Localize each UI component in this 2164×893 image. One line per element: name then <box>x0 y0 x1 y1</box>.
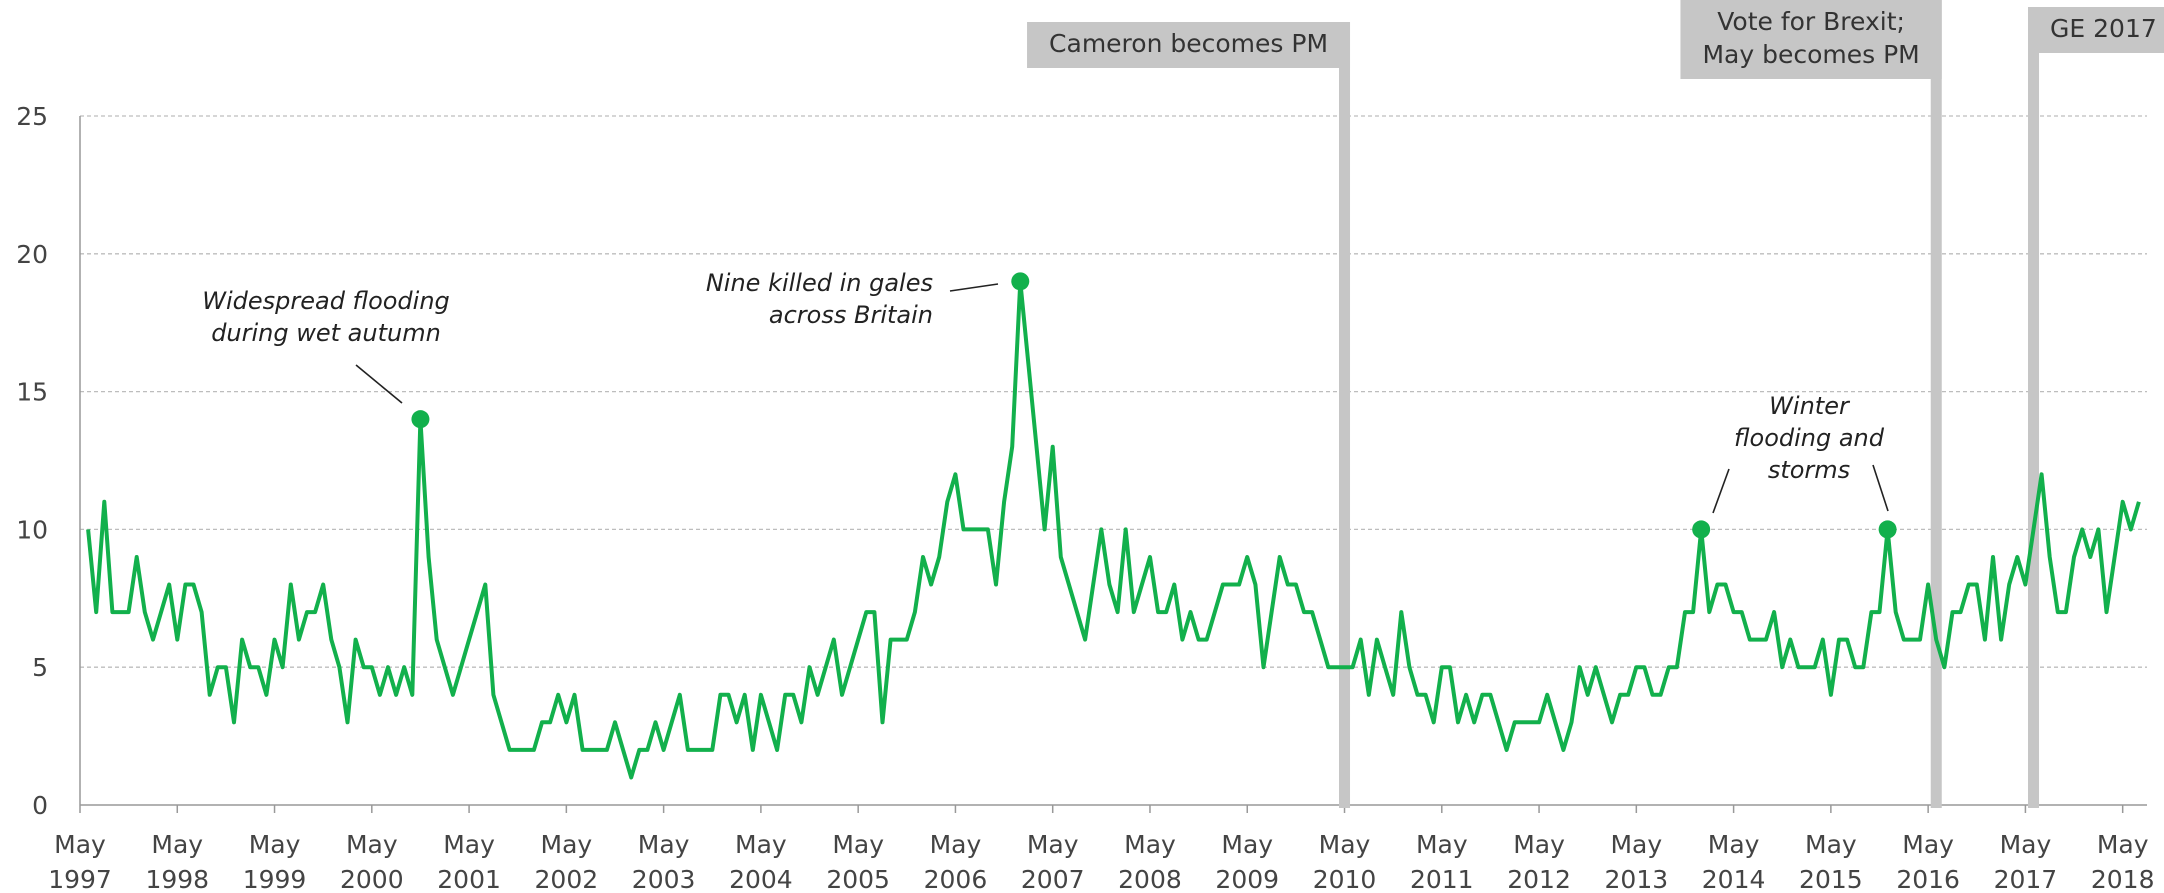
annotation-leader <box>355 364 403 404</box>
annotation-text: Winter <box>1769 392 1851 420</box>
annotation-leader <box>949 283 999 292</box>
x-tick-label: May <box>1708 830 1760 859</box>
event-box <box>1027 22 1351 68</box>
x-tick-label: 1998 <box>145 865 209 893</box>
x-tick-label: May <box>832 830 884 859</box>
x-tick-label: May <box>541 830 593 859</box>
x-tick-label: May <box>249 830 301 859</box>
event-label: Vote for Brexit; May becomes PM <box>1680 0 1942 79</box>
x-tick-label: May <box>2097 830 2149 859</box>
y-tick-label: 25 <box>16 102 48 131</box>
event-label: Cameron becomes PM <box>1027 22 1351 68</box>
x-tick-label: May <box>1027 830 1079 859</box>
x-tick-label: 1997 <box>48 865 112 893</box>
event-label: GE 2017 <box>2028 7 2164 53</box>
x-tick-label: 2002 <box>535 865 599 893</box>
x-tick-label: 2010 <box>1313 865 1377 893</box>
x-tick-label: 2001 <box>437 865 501 893</box>
event-box <box>2028 7 2164 53</box>
event-bar <box>1930 0 1942 808</box>
event-text: Vote for Brexit; <box>1717 7 1905 36</box>
x-tick-label: May <box>930 830 982 859</box>
x-tick-label: 2014 <box>1702 865 1766 893</box>
x-tick-label: 1999 <box>243 865 307 893</box>
event-text: GE 2017 <box>2050 14 2157 43</box>
x-tick-label: 2016 <box>1896 865 1960 893</box>
y-tick-label: 20 <box>16 240 48 269</box>
highlight-point <box>1692 520 1711 539</box>
y-tick-label: 10 <box>16 515 48 544</box>
x-tick-label: 2005 <box>826 865 890 893</box>
x-tick-label: 2000 <box>340 865 404 893</box>
x-tick-label: 2003 <box>632 865 696 893</box>
y-tick-label: 15 <box>16 378 48 407</box>
y-tick-label: 0 <box>32 791 48 820</box>
event-text: Cameron becomes PM <box>1049 29 1328 58</box>
annotation-leader <box>1712 468 1730 514</box>
annotation-text: Nine killed in gales <box>706 269 933 297</box>
highlight-point <box>1011 272 1030 291</box>
annotation-text: Widespread flooding <box>202 287 450 315</box>
data-line <box>86 279 2141 780</box>
x-tick-label: May <box>443 830 495 859</box>
highlight-point <box>411 410 430 429</box>
y-tick-label: 5 <box>32 653 48 682</box>
event-bar <box>2028 7 2040 808</box>
x-tick-label: May <box>1319 830 1371 859</box>
annotation-text: storms <box>1768 456 1850 484</box>
x-tick-label: 2007 <box>1021 865 1085 893</box>
x-tick-label: May <box>638 830 690 859</box>
event-bar <box>1339 22 1351 808</box>
x-tick-label: 2011 <box>1410 865 1474 893</box>
x-tick-label: 2018 <box>2091 865 2155 893</box>
annotation-leader <box>1872 464 1889 512</box>
x-tick-label: May <box>2000 830 2052 859</box>
x-tick-label: 2017 <box>1994 865 2058 893</box>
x-tick-label: 2012 <box>1507 865 1571 893</box>
x-tick-label: May <box>54 830 106 859</box>
event-box <box>1680 0 1942 79</box>
x-tick-label: 2015 <box>1799 865 1863 893</box>
event-text: May becomes PM <box>1702 40 1919 69</box>
x-tick-label: May <box>735 830 787 859</box>
x-tick-label: 2008 <box>1118 865 1182 893</box>
x-tick-label: May <box>1610 830 1662 859</box>
x-tick-label: May <box>151 830 203 859</box>
x-tick-label: May <box>1221 830 1273 859</box>
x-tick-label: 2013 <box>1605 865 1669 893</box>
x-tick-label: 2009 <box>1215 865 1279 893</box>
x-tick-label: May <box>346 830 398 859</box>
x-tick-label: 2006 <box>924 865 988 893</box>
annotation-text: across Britain <box>769 301 933 329</box>
annotation-text: flooding and <box>1734 424 1885 452</box>
annotation-text: during wet autumn <box>211 319 441 347</box>
x-tick-label: May <box>1416 830 1468 859</box>
x-tick-label: May <box>1513 830 1565 859</box>
x-tick-label: May <box>1124 830 1176 859</box>
x-tick-label: May <box>1902 830 1954 859</box>
x-tick-label: May <box>1805 830 1857 859</box>
x-tick-label: 2004 <box>729 865 793 893</box>
highlight-point <box>1878 520 1897 539</box>
